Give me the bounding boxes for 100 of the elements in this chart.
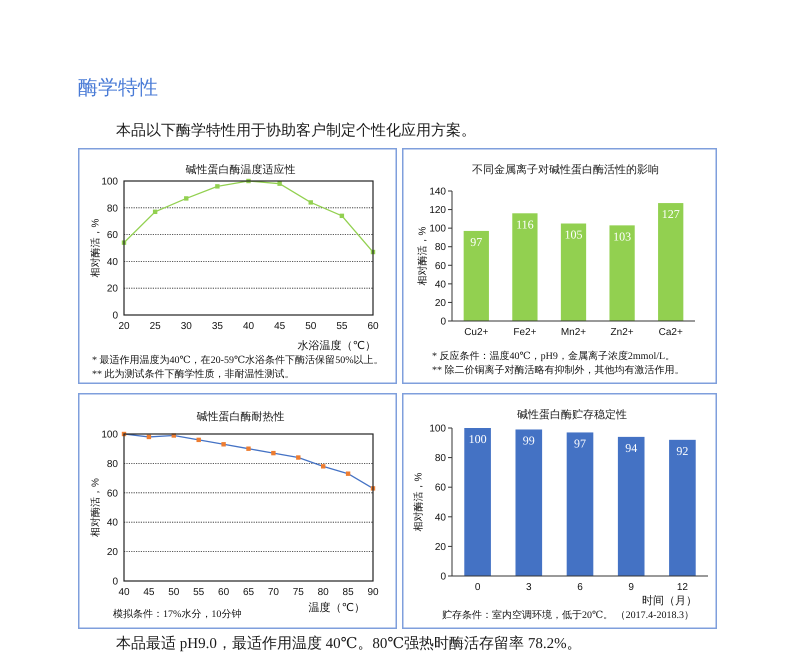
bar [669, 440, 696, 576]
y-tick-label: 40 [106, 256, 118, 268]
data-label: 99 [522, 433, 535, 448]
y-tick-label: 40 [106, 518, 118, 529]
x-tick-label: Ca2+ [658, 327, 683, 338]
text: 模拟条件：17%水分，10分钟 [113, 608, 242, 620]
y-tick-label: 120 [429, 205, 446, 216]
point [271, 450, 276, 456]
data-label: 105 [564, 228, 582, 242]
x-tick-label: Fe2+ [513, 327, 537, 338]
y-tick-label: 100 [101, 176, 118, 188]
data-label: 103 [613, 229, 632, 244]
text: 本品最适 pH9.0，最适作用温度 40℃。80℃强热时酶活存留率 78.2%。 [116, 635, 582, 652]
data-label: 127 [662, 207, 680, 222]
x-tick-label: 9 [628, 582, 634, 593]
y-tick-label: 60 [434, 482, 446, 494]
y-tick-label: 0 [112, 310, 118, 322]
point [321, 464, 326, 469]
x-tick-label: 65 [242, 587, 254, 598]
bar [609, 225, 635, 321]
x-tick-label: 12 [676, 582, 688, 593]
point [184, 196, 188, 201]
chart-title: 碱性蛋白酶贮存稳定性 [517, 408, 627, 421]
x-tick-label: 40 [242, 321, 254, 332]
x-tick-label: Cu2+ [464, 327, 489, 338]
chart-title: 不同金属离子对碱性蛋白酶活性的影响 [472, 163, 659, 176]
bar [464, 428, 491, 576]
point [277, 181, 282, 186]
x-tick-label: 30 [180, 321, 192, 332]
x-tick-label: 50 [305, 321, 317, 332]
x-axis-title: 水浴温度（℃） [298, 339, 376, 352]
data-label: 116 [516, 217, 534, 232]
y-tick-label: 80 [106, 203, 118, 214]
bar [464, 230, 489, 321]
text: * 最适作用温度为40℃，在20-59℃水浴条件下酶活保留50%以上。 [92, 354, 384, 366]
x-tick-label: 45 [143, 587, 155, 598]
point [346, 471, 350, 476]
y-tick-label: 20 [106, 547, 118, 558]
x-tick-label: 25 [150, 321, 162, 332]
bar [658, 203, 684, 321]
x-tick-label: 70 [268, 587, 280, 598]
bar [566, 432, 594, 576]
point [146, 434, 152, 440]
x-tick-label: 6 [577, 582, 584, 593]
x-tick-label: 0 [474, 582, 481, 593]
point [215, 184, 220, 189]
x-tick-label: 45 [274, 321, 286, 332]
text: ** 此为测试条件下酶学性质，非耐温性测试。 [92, 368, 294, 380]
y-tick-label: 20 [106, 284, 118, 295]
x-axis-title: 温度（℃） [308, 601, 365, 614]
y-tick-label: 40 [434, 279, 446, 290]
y-tick-label: 80 [434, 242, 446, 254]
y-axis-title: 相对酶活，% [416, 226, 428, 286]
y-tick-label: 100 [101, 430, 118, 440]
y-axis-title: 相对酶活，% [90, 478, 102, 537]
y-tick-label: 60 [106, 488, 118, 500]
x-tick-label: 3 [526, 582, 532, 593]
point [246, 446, 251, 451]
y-tick-label: 100 [429, 424, 446, 434]
y-tick-label: 80 [434, 453, 446, 464]
point [152, 210, 158, 214]
y-axis-title: 相对酶活，% [412, 472, 424, 532]
text: ** 除二价铜离子对酶活略有抑制外，其他均有激活作用。 [432, 364, 684, 376]
point [308, 200, 313, 205]
x-tick-label: 80 [318, 587, 330, 598]
x-tick-label: 90 [367, 587, 379, 598]
y-tick-label: 140 [429, 186, 446, 198]
point [221, 442, 226, 446]
x-tick-label: 60 [218, 587, 230, 598]
text: 本品以下酶学特性用于协助客户制定个性化应用方案。 [116, 122, 476, 139]
bar [512, 213, 538, 321]
x-tick-label: Zn2+ [610, 327, 634, 338]
bar [618, 436, 645, 576]
data-label: 100 [468, 432, 487, 446]
chart-title: 碱性蛋白酶温度适应性 [186, 163, 296, 176]
x-tick-label: 50 [168, 587, 180, 598]
text: * 反应条件：温度40℃，pH9，金属离子浓度2mmol/L。 [432, 350, 676, 362]
text: 贮存条件：室内空调环境，低于20℃。 （2017.4-2018.3） [442, 609, 694, 621]
x-tick-label: 55 [193, 587, 205, 598]
x-tick-label: 85 [342, 587, 354, 598]
data-label: 97 [574, 436, 586, 450]
y-tick-label: 20 [434, 298, 446, 309]
text: 酶学特性 [78, 77, 158, 99]
y-tick-label: 20 [434, 542, 446, 553]
chart-title: 碱性蛋白酶耐热性 [196, 410, 284, 423]
x-tick-label: 75 [292, 587, 304, 598]
point [296, 455, 300, 460]
data-label: 92 [676, 444, 688, 458]
y-tick-label: 100 [429, 224, 446, 235]
y-tick-label: 80 [106, 458, 118, 470]
x-tick-label: 55 [336, 321, 348, 332]
data-label: 94 [625, 440, 638, 455]
y-tick-label: 40 [434, 512, 446, 524]
point [340, 214, 344, 218]
bar [515, 429, 542, 576]
x-tick-label: 60 [367, 321, 379, 332]
point [196, 438, 201, 442]
bar [560, 224, 586, 321]
y-tick-label: 0 [440, 572, 446, 582]
x-tick-label: Mn2+ [560, 327, 586, 338]
